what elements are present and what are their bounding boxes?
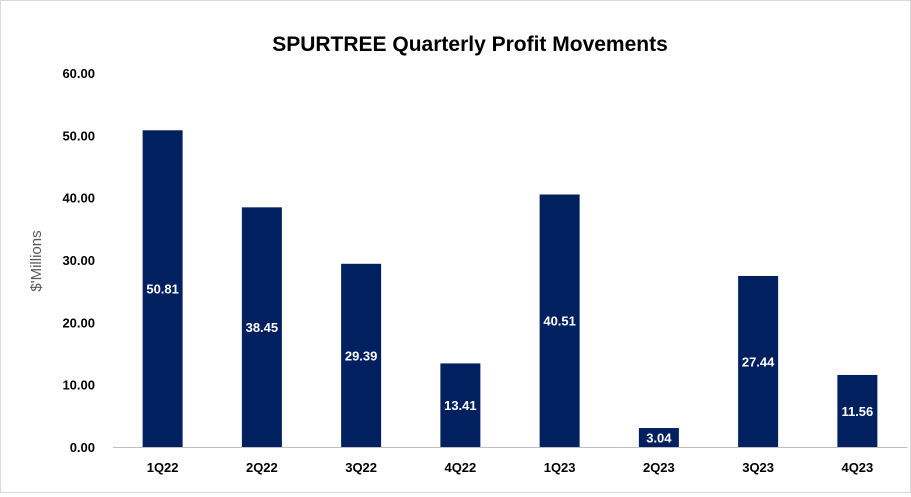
data-label: 38.45	[246, 320, 279, 335]
bar-4q23	[837, 374, 878, 447]
data-label: 50.81	[146, 282, 179, 297]
data-label: 3.04	[646, 431, 672, 446]
bar-3q22	[341, 263, 382, 447]
data-label: 29.39	[345, 348, 378, 363]
data-label: 13.41	[444, 398, 477, 413]
bar-3q23	[738, 275, 779, 447]
y-axis-ticks: 0.00 10.00 20.00 30.00 40.00 50.00 60.00	[62, 66, 95, 455]
y-tick-label: 30.00	[62, 253, 95, 268]
bar-1q22	[142, 130, 183, 447]
x-tick-label: 2Q23	[643, 460, 675, 475]
bar-2q23	[638, 428, 679, 447]
y-tick-label: 50.00	[62, 128, 95, 143]
bar-1q23	[539, 194, 580, 447]
data-labels: 50.81 38.45 29.39 13.41 40.51 3.04 27.44 11.56	[146, 282, 873, 446]
y-tick-label: 10.00	[62, 378, 95, 393]
y-tick-label: 0.00	[70, 440, 95, 455]
x-tick-label: 3Q23	[742, 460, 774, 475]
x-tick-label: 1Q22	[147, 460, 179, 475]
x-tick-label: 3Q22	[345, 460, 377, 475]
bars	[142, 130, 878, 447]
y-tick-label: 20.00	[62, 315, 95, 330]
y-tick-label: 40.00	[62, 191, 95, 206]
data-label: 40.51	[543, 314, 576, 329]
chart-title: SPURTREE Quarterly Profit Movements	[272, 33, 668, 56]
data-label: 11.56	[841, 404, 873, 419]
y-tick-label: 60.00	[62, 66, 95, 81]
data-label: 27.44	[742, 354, 775, 369]
x-tick-label: 4Q23	[841, 460, 873, 475]
x-tick-label: 2Q22	[246, 460, 278, 475]
bar-4q22	[440, 363, 481, 447]
y-axis-label: $'Millions	[28, 230, 45, 291]
x-axis-ticks: 1Q22 2Q22 3Q22 4Q22 1Q23 2Q23 3Q23 4Q23	[147, 460, 874, 475]
bar-2q22	[241, 207, 282, 447]
x-tick-label: 4Q22	[444, 460, 476, 475]
x-tick-label: 1Q23	[544, 460, 576, 475]
